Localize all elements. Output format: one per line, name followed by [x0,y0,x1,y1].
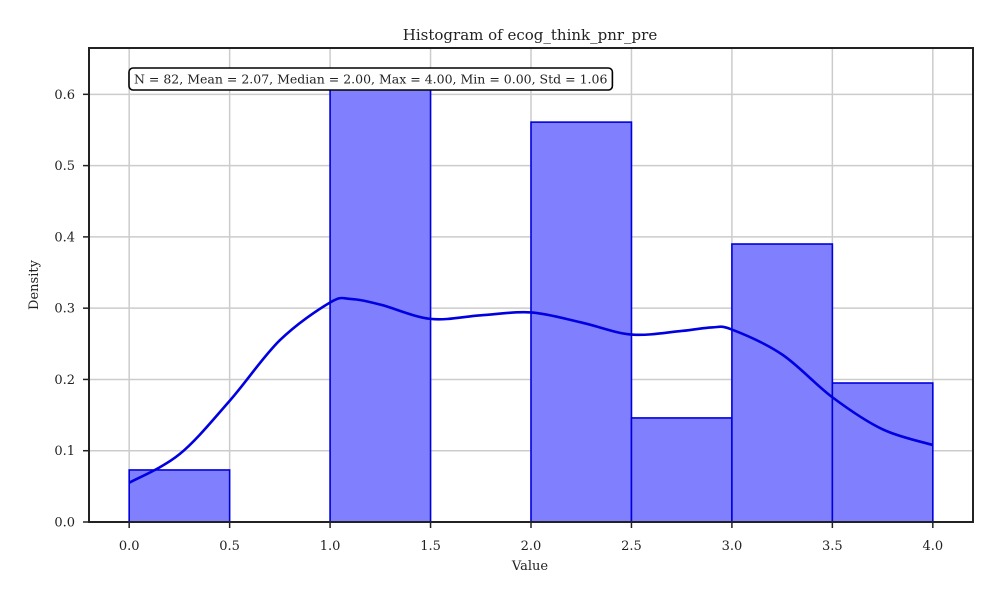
y-tick-label-5: 0.5 [54,159,75,174]
x-axis-label: Value [511,559,548,574]
y-tick-label-0: 0.0 [54,516,75,531]
histogram-bar-7 [831,382,934,523]
x-tick-label-7: 3.5 [822,539,843,554]
x-tick-label-4: 2.0 [521,539,542,554]
x-tick-label-8: 4.0 [922,539,943,554]
histogram-bar-0 [128,469,231,523]
y-tick-label-1: 0.1 [54,444,75,459]
y-tick-label-2: 0.2 [54,373,75,388]
stats-text: N = 82, Mean = 2.07, Median = 2.00, Max … [134,72,607,87]
x-tick-label-3: 1.5 [420,539,441,554]
stats-box: N = 82, Mean = 2.07, Median = 2.00, Max … [128,67,614,91]
x-tick-label-0: 0.0 [119,539,140,554]
histogram-bars [128,86,934,523]
x-tick-label-6: 3.0 [722,539,743,554]
y-axis-ticks: 0.0 0.1 0.2 0.3 0.4 0.5 0.6 [54,88,89,531]
x-tick-label-5: 2.5 [621,539,642,554]
stats-box-frame [128,67,614,91]
x-axis-ticks: 0.0 0.5 1.0 1.5 2.0 2.5 3.0 3.5 4.0 [119,522,943,554]
chart-title: Histogram of ecog_think_pnr_pre [403,26,658,44]
y-tick-label-6: 0.6 [54,88,75,103]
kde-curve [128,296,934,484]
y-tick-label-3: 0.3 [54,302,75,317]
y-axis-label: Density [27,259,42,310]
histogram-bar-5 [630,417,733,523]
y-tick-label-4: 0.4 [54,230,75,245]
x-tick-label-1: 0.5 [219,539,240,554]
x-tick-label-2: 1.0 [320,539,341,554]
